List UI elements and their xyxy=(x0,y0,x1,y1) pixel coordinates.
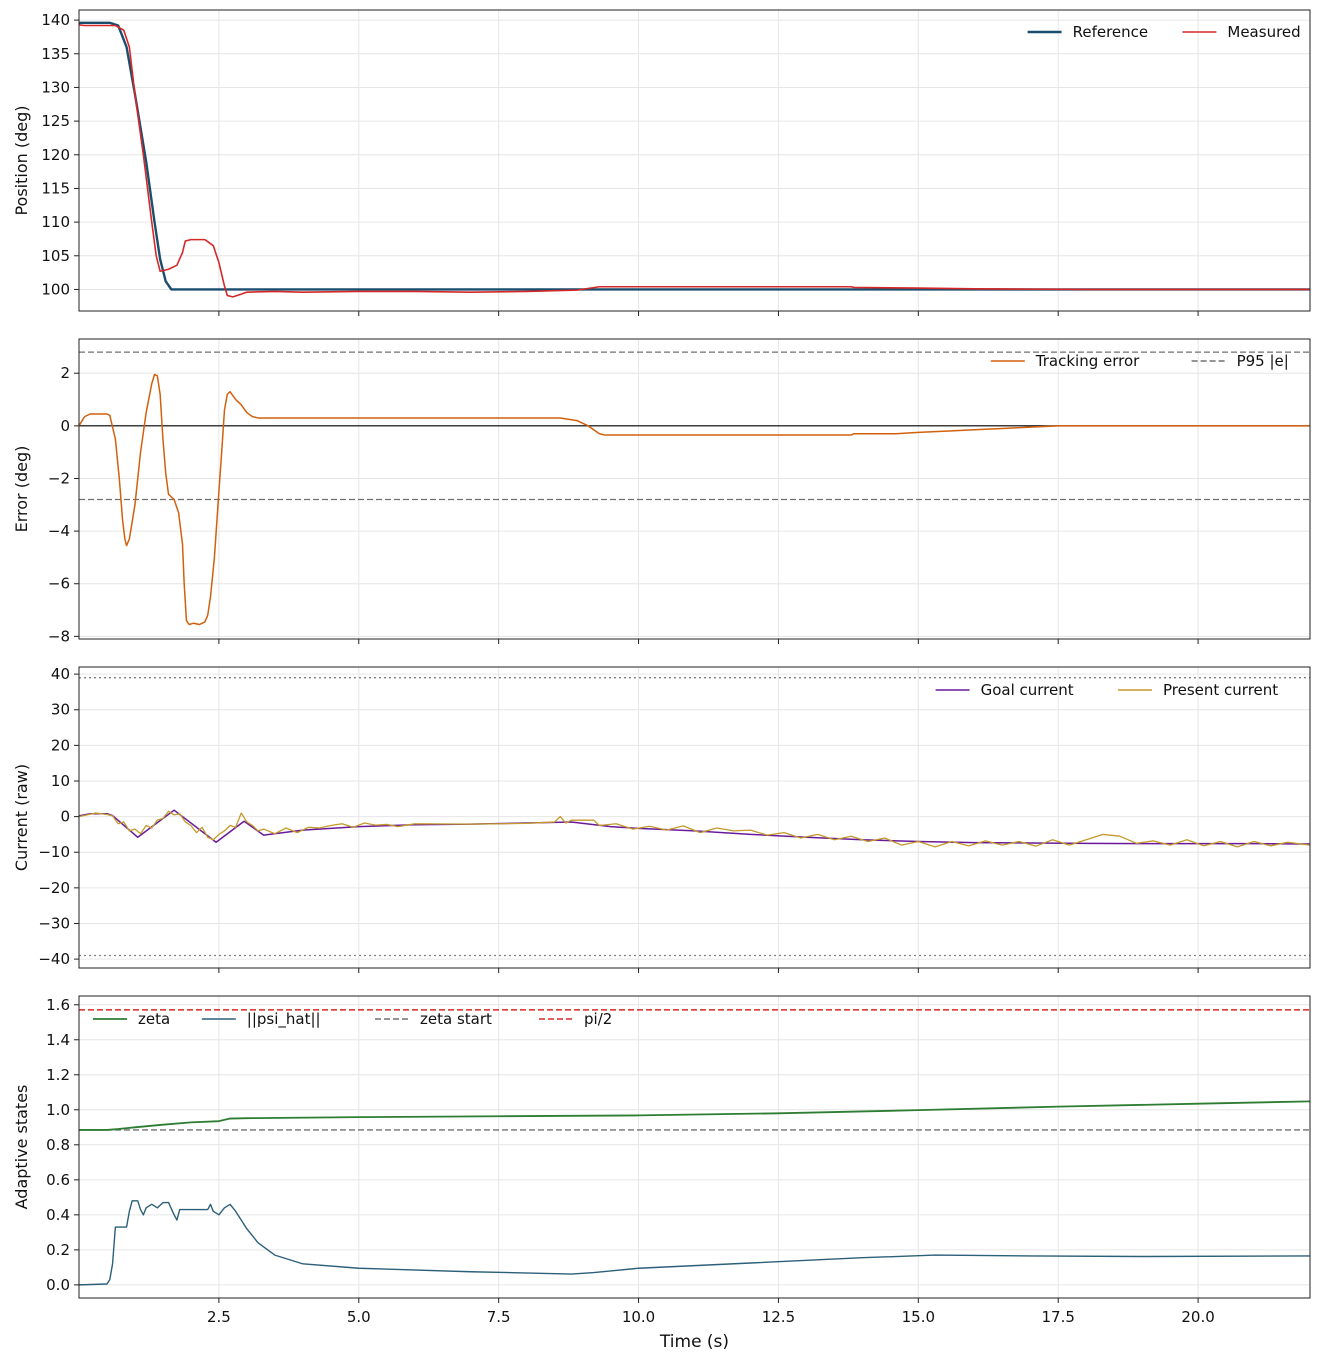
y-tick-label: 0.8 xyxy=(46,1136,70,1154)
series-line-2 xyxy=(79,1200,1310,1286)
x-tick-label: 15.0 xyxy=(902,1308,935,1326)
series-line-1 xyxy=(79,21,1310,291)
legend: Tracking error P95 |e| xyxy=(990,352,1289,370)
legend-label: Measured xyxy=(1227,23,1300,41)
y-tick-label: 1.2 xyxy=(46,1066,70,1084)
y-tick-label: 120 xyxy=(41,146,70,164)
y-tick-label: −6 xyxy=(48,575,70,593)
legend: Goal current Present current xyxy=(935,681,1278,699)
plot-area xyxy=(79,1009,1310,1286)
legend-item: Present current xyxy=(1118,681,1278,699)
plot-area xyxy=(79,351,1310,626)
y-tick-label: 0 xyxy=(60,417,70,435)
y-axis-label: Error (deg) xyxy=(12,446,31,533)
y-tick-label: 115 xyxy=(41,179,70,197)
x-axis-label: Time (s) xyxy=(659,1332,729,1352)
y-tick-label: 130 xyxy=(41,78,70,96)
y-tick-label: 105 xyxy=(41,247,70,265)
x-tick-label: 7.5 xyxy=(487,1308,511,1326)
series-line-1 xyxy=(79,1100,1310,1131)
x-tick-label: 10.0 xyxy=(622,1308,655,1326)
series-line-1 xyxy=(79,373,1310,626)
y-tick-label: 135 xyxy=(41,45,70,63)
axes-frame xyxy=(78,995,1311,1299)
y-tick-label: −4 xyxy=(48,522,70,540)
legend-item: P95 |e| xyxy=(1191,352,1289,370)
y-tick-label: −40 xyxy=(38,950,70,968)
legend-item: Goal current xyxy=(935,681,1074,699)
y-axis-label: Adaptive states xyxy=(12,1085,31,1210)
legend-label: zeta xyxy=(138,1010,170,1028)
x-tick-label: 12.5 xyxy=(762,1308,795,1326)
axes-frame xyxy=(78,666,1311,969)
series-line-2 xyxy=(79,810,1310,848)
legend-item: zeta xyxy=(93,1010,170,1028)
axes-frame xyxy=(78,9,1311,312)
legend: zeta ||psi_hat|| zeta start pi/2 xyxy=(93,1010,612,1029)
y-tick-label: 140 xyxy=(41,11,70,29)
y-tick-label: −20 xyxy=(38,879,70,897)
y-tick-label: 40 xyxy=(51,665,70,683)
plot-area xyxy=(79,677,1310,957)
y-tick-label: 0.6 xyxy=(46,1171,70,1189)
legend-label: ||psi_hat|| xyxy=(247,1010,321,1029)
legend-item: ||psi_hat|| xyxy=(201,1010,321,1029)
x-tick-label: 2.5 xyxy=(207,1308,231,1326)
legend-item: pi/2 xyxy=(539,1010,612,1028)
axes-frame xyxy=(78,338,1311,640)
y-tick-label: 10 xyxy=(51,772,70,790)
panel-2: −8 −6 −4 −2 0 2 Error (deg) Tracking error P95 |… xyxy=(12,338,1311,645)
legend-item: Measured xyxy=(1182,23,1301,41)
legend-label: pi/2 xyxy=(584,1010,612,1028)
panel-4: 2.5 5.0 7.5 10.0 12.5 15.0 17.5 20.0 0.0 0.2 0.4 0.… xyxy=(12,995,1311,1352)
y-tick-label: −8 xyxy=(48,627,70,645)
legend-label: Present current xyxy=(1163,681,1278,699)
y-tick-label: 125 xyxy=(41,112,70,130)
panel-1: 100 105 110 115 120 125 130 135 140 Position (deg… xyxy=(12,9,1311,316)
y-tick-label: −2 xyxy=(48,469,70,487)
y-tick-label: 0.2 xyxy=(46,1241,70,1259)
legend-label: zeta start xyxy=(420,1010,492,1028)
y-tick-label: 0.4 xyxy=(46,1206,70,1224)
y-axis-label: Current (raw) xyxy=(12,764,31,871)
y-tick-label: 0.0 xyxy=(46,1276,70,1294)
legend-label: Goal current xyxy=(981,681,1074,699)
legend-label: Tracking error xyxy=(1035,352,1140,370)
y-tick-label: 2 xyxy=(60,364,70,382)
legend-item: Tracking error xyxy=(990,352,1140,370)
y-tick-label: 20 xyxy=(51,736,70,754)
x-tick-label: 17.5 xyxy=(1042,1308,1075,1326)
y-tick-label: 110 xyxy=(41,213,70,231)
plot-area xyxy=(79,21,1310,298)
y-tick-label: 100 xyxy=(41,280,70,298)
y-tick-label: 30 xyxy=(51,701,70,719)
y-tick-label: −30 xyxy=(38,914,70,932)
y-tick-label: 1.0 xyxy=(46,1101,70,1119)
y-tick-label: 1.6 xyxy=(46,996,70,1014)
panel-3: −40 −30 −20 −10 0 10 20 30 40 Current (raw) Goal c… xyxy=(12,665,1311,973)
legend-label: Reference xyxy=(1073,23,1149,41)
legend: Reference Measured xyxy=(1027,23,1301,41)
y-tick-label: 1.4 xyxy=(46,1031,70,1049)
y-tick-label: −10 xyxy=(38,843,70,861)
y-tick-label: 0 xyxy=(60,808,70,826)
legend-item: zeta start xyxy=(375,1010,492,1028)
x-tick-label: 20.0 xyxy=(1181,1308,1214,1326)
y-axis-label: Position (deg) xyxy=(12,105,31,215)
x-tick-label: 5.0 xyxy=(347,1308,371,1326)
series-line-2 xyxy=(79,24,1310,298)
legend-label: P95 |e| xyxy=(1237,352,1289,370)
legend-item: Reference xyxy=(1027,23,1149,41)
